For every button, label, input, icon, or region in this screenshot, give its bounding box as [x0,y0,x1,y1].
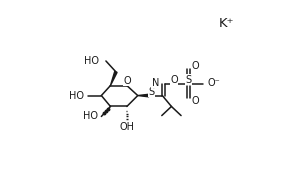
Text: OH: OH [119,122,134,132]
Text: HO: HO [69,91,84,100]
Text: N: N [152,78,159,88]
Text: O: O [123,76,131,86]
Polygon shape [138,94,149,97]
Text: O: O [191,96,199,106]
Text: O: O [191,62,199,71]
Text: K⁺: K⁺ [218,17,234,30]
Text: S: S [148,87,154,97]
Text: HO: HO [83,112,98,121]
Polygon shape [110,71,117,86]
Text: S: S [186,75,192,85]
Text: O⁻: O⁻ [207,78,220,88]
Text: O: O [170,75,178,85]
Text: HO: HO [84,56,99,66]
